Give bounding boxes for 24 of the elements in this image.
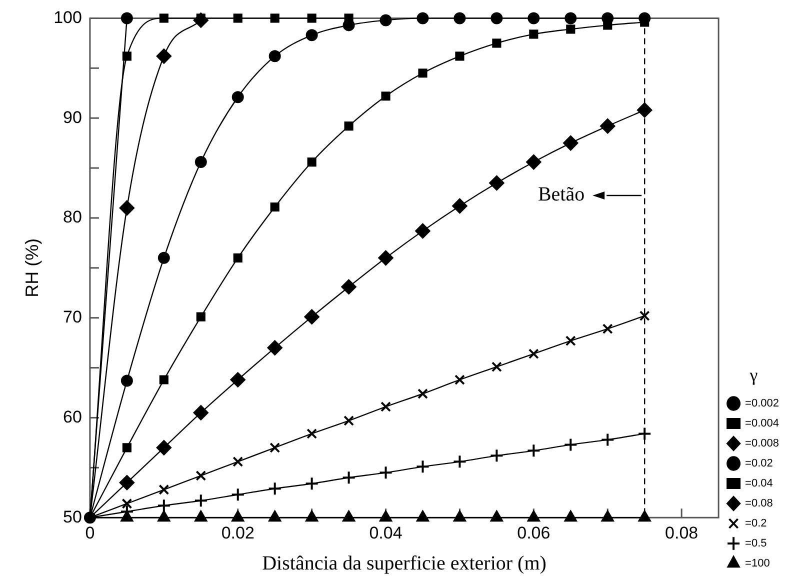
y-tick-label: 80 [63, 208, 82, 227]
x-tick-label: 0.02 [221, 523, 254, 542]
legend-title: γ [748, 365, 758, 386]
y-tick-label: 90 [63, 108, 82, 127]
legend-label: =0.08 [745, 498, 773, 510]
ref-line-label: Betão [538, 184, 585, 206]
legend-label: =0.2 [745, 518, 767, 530]
x-tick-label: 0.08 [665, 523, 698, 542]
y-tick-label: 60 [63, 407, 82, 426]
y-tick-label: 70 [63, 308, 82, 327]
y-tick-label: 50 [63, 507, 82, 526]
legend-label: =0.5 [745, 538, 767, 550]
legend-label: =0.002 [745, 398, 779, 410]
y-axis-title: RH (%) [22, 238, 42, 298]
legend-label: =0.008 [745, 438, 779, 450]
x-tick-label: 0.04 [369, 523, 402, 542]
x-tick-label: 0 [85, 523, 95, 542]
y-tick-label: 100 [54, 8, 82, 27]
legend-label: =100 [745, 558, 770, 570]
legend-label: =0.04 [745, 478, 773, 490]
x-axis-title: Distância da superficie exterior (m) [262, 552, 546, 574]
legend-label: =0.02 [745, 458, 773, 470]
x-tick-label: 0.06 [517, 523, 550, 542]
legend-label: =0.004 [745, 418, 779, 430]
